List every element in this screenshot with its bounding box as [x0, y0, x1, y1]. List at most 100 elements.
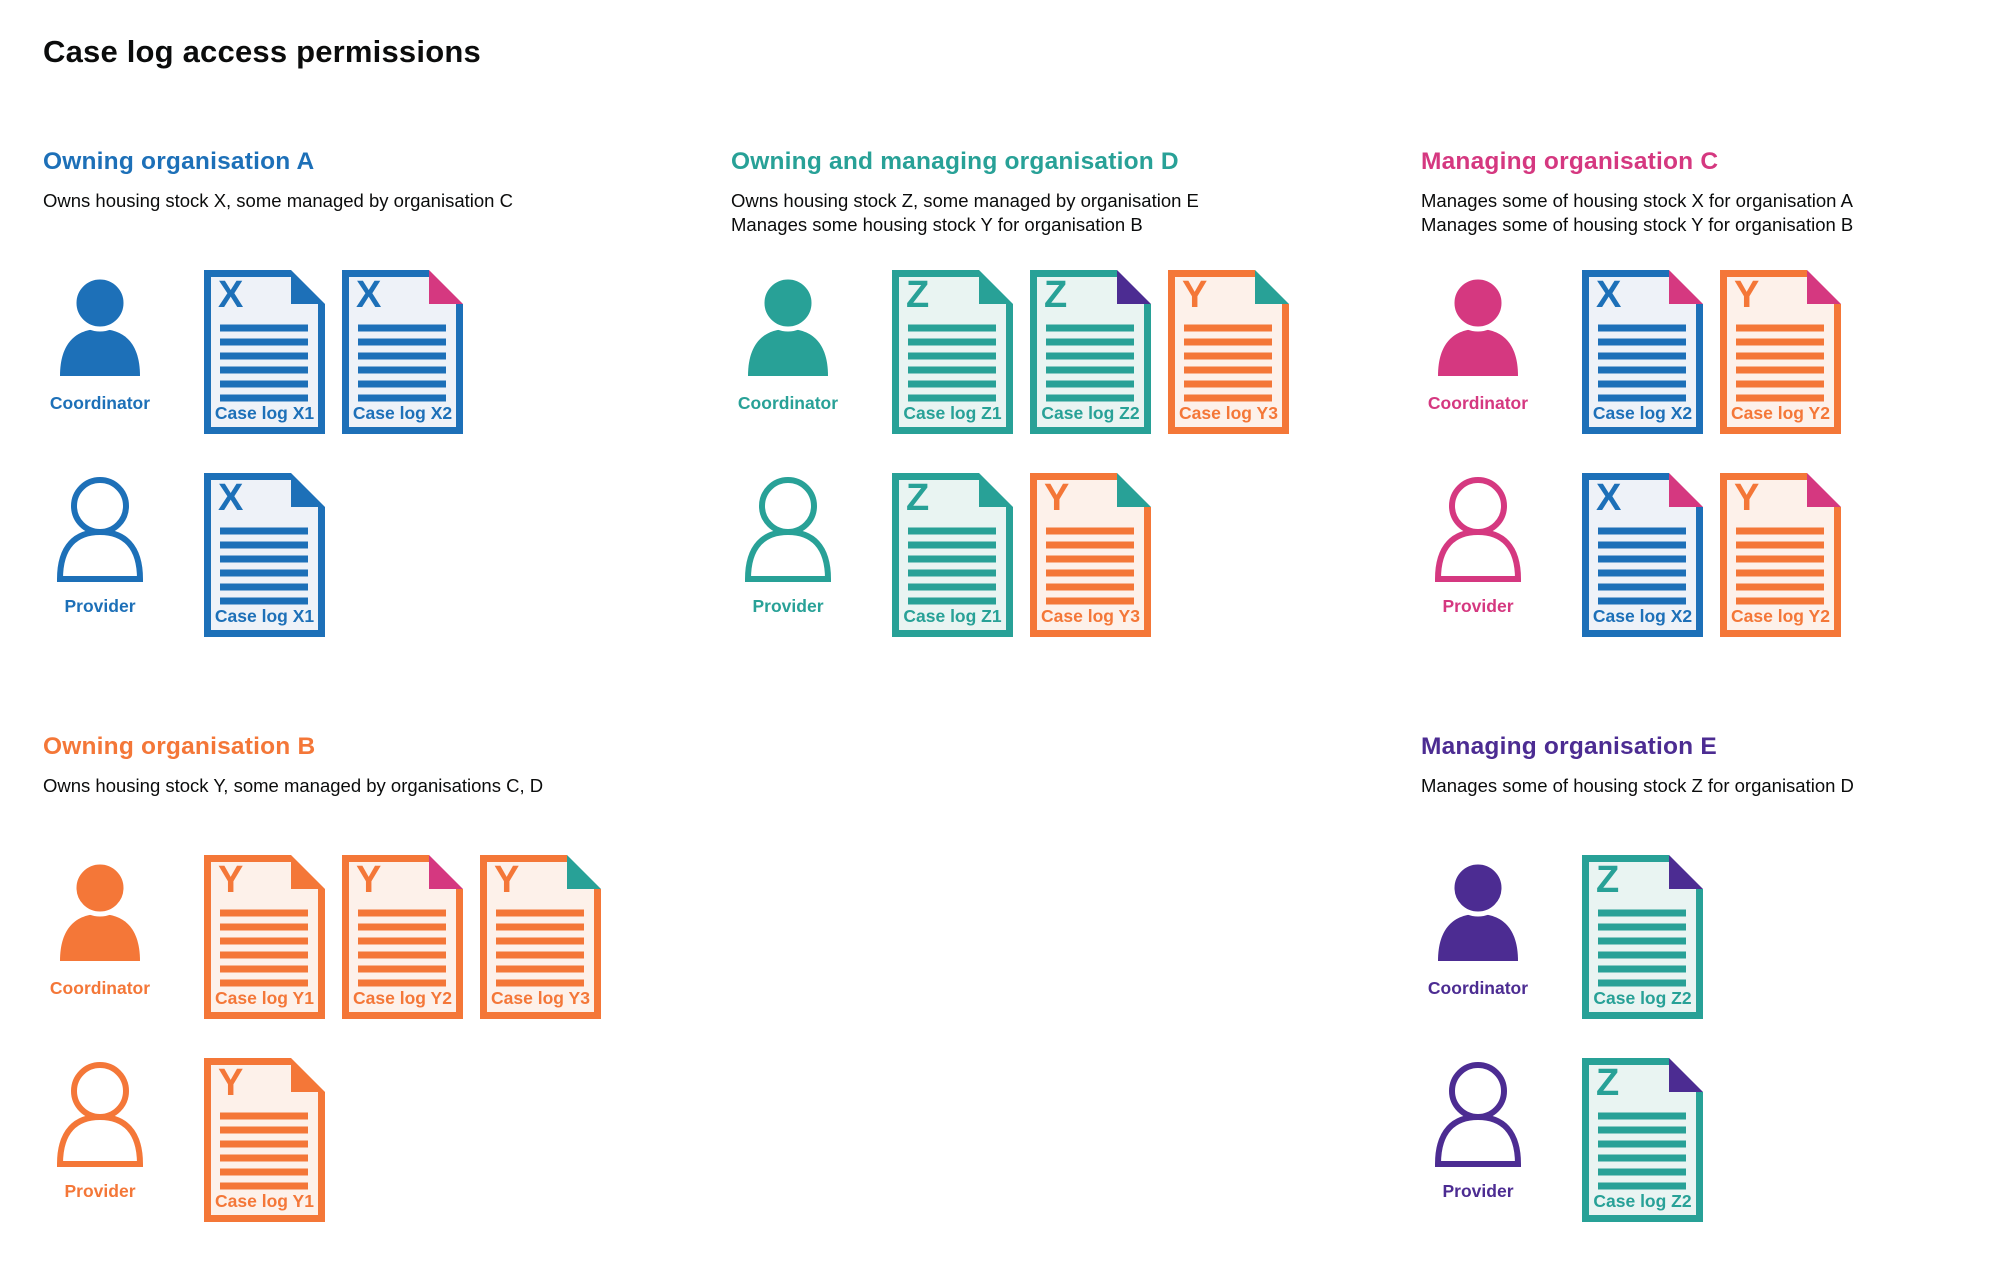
- section-description: Manages some of housing stock X for orga…: [1421, 190, 1853, 211]
- doc-page-shape: [204, 473, 325, 637]
- person-body-shape: [60, 914, 140, 961]
- section-header: Owning organisation B Owns housing stock…: [43, 733, 731, 855]
- folded-corner-icon: [1807, 270, 1841, 304]
- doc-label: Case log X2: [1592, 403, 1693, 423]
- section-title: Owning and managing organisation D: [731, 148, 1179, 175]
- case-log-docs: Z Case log Z2: [1582, 855, 1703, 1019]
- folded-corner-icon: [291, 855, 325, 889]
- doc-stock-letter: X: [218, 274, 244, 316]
- role-label: Coordinator: [49, 978, 151, 998]
- case-log-docs: X Case log X2 Y Case log Y2: [1582, 270, 1841, 434]
- section-description: Owns housing stock Z, some managed by or…: [731, 190, 1199, 211]
- case-log-docs: X Case log X2 Y Case log Y2: [1582, 473, 1841, 637]
- role-label: Coordinator: [49, 393, 151, 413]
- document-icon: [204, 270, 325, 434]
- role-label: Provider: [752, 596, 824, 616]
- case-log-doc: X Case log X2: [1582, 473, 1703, 637]
- case-log-doc: Y Case log Y2: [1720, 473, 1841, 637]
- doc-label: Case log Z2: [1041, 403, 1140, 423]
- document-icon: [1030, 270, 1151, 434]
- coordinator-icon: [748, 274, 828, 376]
- doc-stock-letter: X: [356, 274, 382, 316]
- provider-icon: [1434, 477, 1522, 582]
- person-body-shape: [1438, 329, 1518, 376]
- doc-page-shape: [342, 855, 463, 1019]
- doc-label: Case log Y2: [353, 988, 452, 1008]
- doc-text-lines: [358, 324, 446, 402]
- person-body-shape: [56, 528, 144, 582]
- doc-border: [892, 270, 1013, 434]
- doc-page-shape: [1168, 270, 1289, 434]
- doc-border: [342, 270, 463, 434]
- folded-corner-icon: [291, 473, 325, 507]
- case-log-doc: Y Case log Y3: [1030, 473, 1151, 637]
- doc-label: Case log Z2: [1593, 1191, 1692, 1211]
- provider-icon: [56, 1062, 144, 1167]
- document-icon: [342, 270, 463, 434]
- doc-page-shape: [1582, 473, 1703, 637]
- section-description: Manages some of housing stock Y for orga…: [1421, 214, 1854, 235]
- doc-text-lines: [1598, 1112, 1686, 1190]
- doc-text-lines: [1046, 527, 1134, 605]
- person-body-shape: [744, 528, 832, 582]
- doc-text-lines: [908, 527, 996, 605]
- section-managing-organisation-e: Managing organisation E Manages some of …: [1421, 733, 1960, 1222]
- section-header: Owning organisation A Owns housing stock…: [43, 148, 731, 270]
- doc-label: Case log Z1: [903, 403, 1002, 423]
- person-block: Coordinator: [1421, 855, 1582, 999]
- person-head-shape: [1449, 1062, 1507, 1120]
- role-label: Coordinator: [737, 393, 839, 413]
- case-log-doc: Y Case log Y3: [480, 855, 601, 1019]
- provider-row: Provider X Case log X1: [43, 473, 731, 637]
- person-body-shape: [1434, 528, 1522, 582]
- coordinator-icon: [60, 859, 140, 961]
- document-icon: [204, 855, 325, 1019]
- doc-stock-letter: Y: [218, 859, 244, 901]
- document-icon: [1030, 473, 1151, 637]
- doc-border: [1168, 270, 1289, 434]
- doc-border: [1720, 270, 1841, 434]
- folded-corner-icon: [1669, 270, 1703, 304]
- role-label: Coordinator: [1427, 393, 1529, 413]
- doc-border: [480, 855, 601, 1019]
- case-log-doc: Y Case log Y1: [204, 855, 325, 1019]
- doc-border: [204, 1058, 325, 1222]
- folded-corner-icon: [979, 473, 1013, 507]
- case-log-doc: Y Case log Y1: [204, 1058, 325, 1222]
- doc-page-shape: [892, 270, 1013, 434]
- document-icon: [892, 473, 1013, 637]
- coordinator-icon: [1438, 274, 1518, 376]
- case-log-docs: Z Case log Z1 Y Case log Y3: [892, 473, 1151, 637]
- doc-stock-letter: X: [1596, 274, 1622, 316]
- doc-border: [342, 855, 463, 1019]
- provider-icon: [1434, 1062, 1522, 1167]
- doc-border: [204, 270, 325, 434]
- person-body-shape: [56, 1113, 144, 1167]
- doc-text-lines: [1598, 909, 1686, 987]
- case-log-docs: Y Case log Y1 Y Case log Y2: [204, 855, 601, 1019]
- doc-border: [1030, 473, 1151, 637]
- coordinator-icon: [1438, 859, 1518, 961]
- doc-page-shape: [892, 473, 1013, 637]
- doc-label: Case log Y3: [1179, 403, 1278, 423]
- person-block: Provider: [43, 1058, 204, 1202]
- section-owning-and-managing-organisation-d: Owning and managing organisation D Owns …: [731, 148, 1421, 637]
- person-head-shape: [71, 859, 129, 917]
- section-description: Owns housing stock Y, some managed by or…: [43, 775, 544, 796]
- section-header: Managing organisation E Manages some of …: [1421, 733, 1960, 855]
- person-block: Provider: [731, 473, 892, 617]
- doc-page-shape: [204, 855, 325, 1019]
- doc-text-lines: [220, 909, 308, 987]
- section-description: Owns housing stock X, some managed by or…: [43, 190, 513, 211]
- document-icon: [892, 270, 1013, 434]
- doc-stock-letter: Z: [1596, 1062, 1620, 1104]
- doc-page-shape: [342, 270, 463, 434]
- doc-text-lines: [1736, 324, 1824, 402]
- provider-row: Provider X Case log X2: [1421, 473, 1960, 637]
- coordinator-row: Coordinator X Case log X2: [1421, 270, 1960, 434]
- person-head-shape: [1449, 477, 1507, 535]
- section-description: Manages some of housing stock Z for orga…: [1421, 775, 1854, 796]
- doc-stock-letter: Z: [906, 477, 930, 519]
- case-log-docs: Z Case log Z1 Z Case log Z2: [892, 270, 1289, 434]
- role-label: Provider: [64, 1181, 136, 1201]
